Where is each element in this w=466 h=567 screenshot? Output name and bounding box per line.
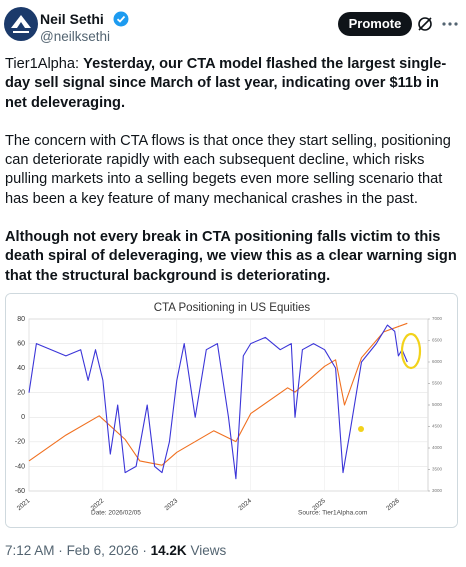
y2-tick-label: 3000 [432, 488, 443, 493]
y-tick-label: -40 [15, 463, 25, 470]
paragraph: Although not every break in CTA position… [5, 228, 463, 286]
date-note: Date: 2026/02/05 [91, 510, 141, 517]
view-count: 14.2K [150, 543, 187, 558]
chart: CTA Positioning in US Equities Date: 202… [6, 294, 457, 527]
y-tick-label: 40 [17, 365, 25, 372]
y2-tick-label: 6500 [432, 338, 443, 343]
y2-tick-label: 6000 [432, 359, 443, 364]
highlight-dot [358, 426, 364, 432]
avatar[interactable] [3, 6, 39, 42]
y-tick-label: 0 [21, 414, 25, 421]
author-name[interactable]: Neil Sethi [40, 11, 104, 27]
y2-tick-label: 4500 [432, 424, 443, 429]
highlight-circle [400, 332, 422, 370]
post-image[interactable]: CTA Positioning in US Equities Date: 202… [5, 293, 458, 528]
series-line [28, 324, 408, 480]
y2-tick-label: 5000 [432, 402, 443, 407]
text-segment: The concern with CTA flows is that once … [5, 132, 451, 207]
y2-tick-label: 4000 [432, 445, 443, 450]
post-meta: 7:12 AM · Feb 6, 2026 · 14.2K Views [5, 543, 226, 558]
separator: · [58, 543, 63, 558]
chart-bg [6, 294, 457, 527]
text-segment: Although not every break in CTA position… [5, 229, 457, 284]
chart-title: CTA Positioning in US Equities [154, 302, 311, 314]
text-segment: Yesterday, our CTA model flashed the lar… [5, 56, 447, 111]
post-text: Tier1Alpha: Yesterday, our CTA model fla… [5, 55, 463, 305]
y2-tick-label: 5500 [432, 381, 443, 386]
y-tick-label: 20 [17, 390, 25, 397]
post-time[interactable]: 7:12 AM [5, 543, 55, 558]
promote-button[interactable]: Promote [338, 12, 412, 36]
post-date[interactable]: Feb 6, 2026 [66, 543, 139, 558]
y2-tick-label: 7000 [432, 316, 443, 321]
y2-tick-label: 3500 [432, 467, 443, 472]
paragraph: Tier1Alpha: Yesterday, our CTA model fla… [5, 55, 463, 113]
separator: · [142, 543, 147, 558]
author-handle[interactable]: @neilksethi [40, 29, 110, 44]
y-tick-label: -60 [15, 488, 25, 495]
y-tick-label: 60 [17, 340, 25, 347]
views-label: Views [190, 543, 227, 558]
y-tick-label: 80 [17, 316, 25, 323]
verified-badge [113, 11, 129, 27]
paragraph: The concern with CTA flows is that once … [5, 132, 463, 209]
grok-icon[interactable] [416, 15, 434, 33]
y-tick-label: -20 [15, 439, 25, 446]
source-note: Source: Tier1Alpha.com [298, 510, 367, 517]
more-icon[interactable] [440, 15, 460, 33]
text-segment: Tier1Alpha: [5, 56, 84, 72]
